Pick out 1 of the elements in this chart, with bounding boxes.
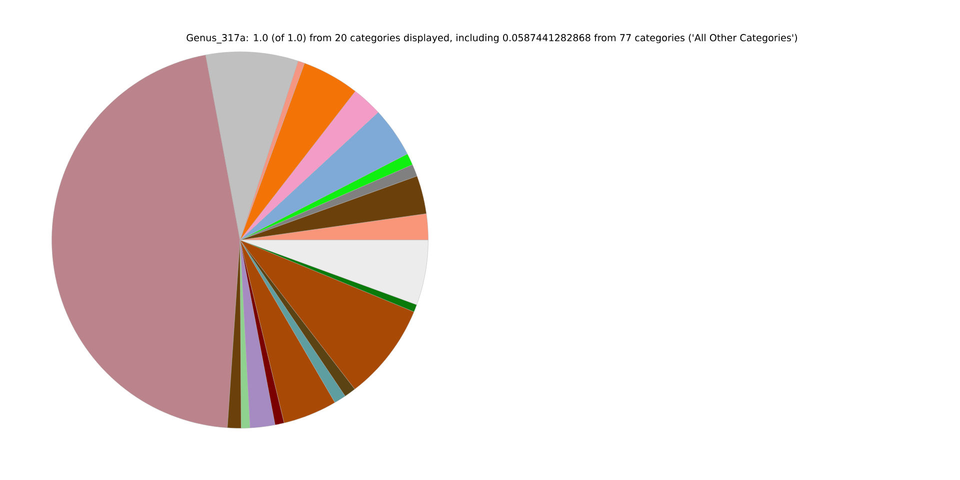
text: Genus_317a: 1.0 (of 1.0) from 20 categories displayed, including 0.0587441282868 from 77 categories ('All Other Categories') [186, 34, 797, 44]
